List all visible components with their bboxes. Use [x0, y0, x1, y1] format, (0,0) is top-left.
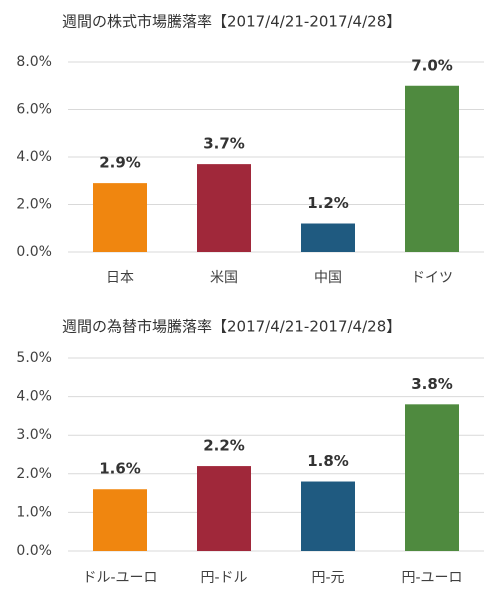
y-tick-label: 8.0%: [16, 54, 52, 70]
y-tick-label: 6.0%: [16, 102, 52, 118]
y-tick-label: 2.0%: [16, 197, 52, 213]
x-tick-label: 円-元: [311, 570, 344, 586]
value-label: 2.9%: [99, 154, 141, 172]
y-tick-label: 4.0%: [16, 389, 52, 405]
y-tick-label: 0.0%: [16, 543, 52, 559]
x-tick-label: 米国: [210, 270, 238, 286]
chart-title: 週間の為替市場騰落率【2017/4/21-2017/4/28】: [62, 318, 401, 336]
value-label: 1.6%: [99, 460, 141, 478]
x-tick-label: 円-ユーロ: [401, 570, 462, 586]
x-tick-label: 円-ドル: [200, 570, 247, 586]
value-label: 1.2%: [307, 194, 349, 212]
y-tick-label: 4.0%: [16, 149, 52, 165]
y-tick-label: 0.0%: [16, 244, 52, 260]
y-tick-label: 3.0%: [16, 427, 52, 443]
x-tick-label: ドイツ: [411, 270, 453, 286]
value-label: 1.8%: [307, 452, 349, 470]
bar: [197, 164, 251, 252]
bar: [197, 466, 251, 551]
bar: [93, 183, 147, 252]
chart-title: 週間の株式市場騰落率【2017/4/21-2017/4/28】: [62, 13, 401, 31]
bar: [405, 404, 459, 551]
bar: [405, 85, 459, 252]
bar: [93, 489, 147, 551]
x-tick-label: 日本: [106, 270, 134, 286]
value-label: 2.2%: [203, 437, 245, 455]
value-label: 3.8%: [411, 375, 453, 393]
y-tick-label: 5.0%: [16, 350, 52, 366]
value-label: 3.7%: [203, 135, 245, 153]
value-label: 7.0%: [411, 56, 453, 74]
x-tick-label: 中国: [314, 270, 342, 286]
x-tick-label: ドル-ユーロ: [82, 570, 157, 586]
bar: [301, 481, 355, 551]
y-tick-label: 1.0%: [16, 504, 52, 520]
bar: [301, 223, 355, 252]
y-tick-label: 2.0%: [16, 466, 52, 482]
